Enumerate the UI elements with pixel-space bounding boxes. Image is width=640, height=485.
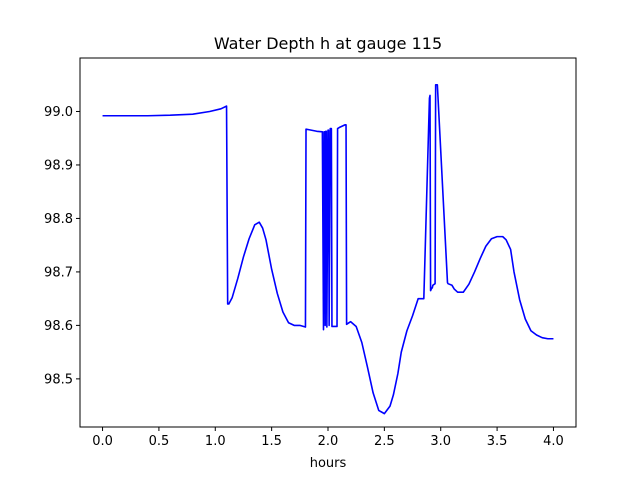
x-tick-label: 0.0 <box>92 434 113 449</box>
axis-ticks: 0.0 0.5 1.0 1.5 2.0 2.5 3.0 3.5 4.0 98.5 98.6 98.7 9… <box>44 105 564 449</box>
x-tick-label: 4.0 <box>543 434 564 449</box>
x-tick-label: 2.0 <box>318 434 339 449</box>
plot-frame <box>79 57 577 428</box>
x-tick-label: 2.5 <box>374 434 395 449</box>
x-axis-label: hours <box>310 456 347 471</box>
y-tick-label: 98.6 <box>44 319 73 334</box>
series-line-1 <box>102 83 554 415</box>
y-tick-label: 98.9 <box>44 158 73 173</box>
y-tick-label: 98.7 <box>44 265 73 280</box>
x-tick-label: 1.5 <box>261 434 282 449</box>
x-tick-label: 3.5 <box>487 434 508 449</box>
x-tick-label: 1.0 <box>205 434 226 449</box>
y-tick-label: 98.8 <box>44 212 73 227</box>
plot-area <box>102 83 554 415</box>
y-tick-label: 99.0 <box>44 105 73 120</box>
x-tick-label: 0.5 <box>149 434 170 449</box>
x-tick-label: 3.0 <box>430 434 451 449</box>
chart-title: Water Depth h at gauge 115 <box>214 34 442 53</box>
y-tick-label: 98.5 <box>44 372 73 387</box>
